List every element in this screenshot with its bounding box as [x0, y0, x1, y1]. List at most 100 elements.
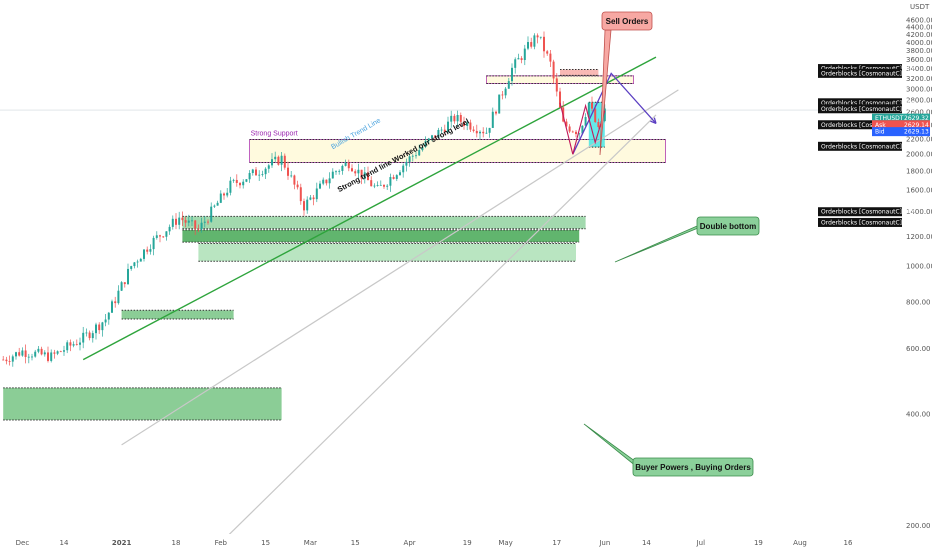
candle [235, 174, 238, 187]
price-tag-value: 2629.14 [904, 122, 929, 129]
candle-body [85, 332, 88, 334]
candle [63, 345, 65, 356]
candle [427, 137, 430, 144]
candle [459, 112, 462, 128]
candle-body [127, 268, 129, 285]
candle [475, 124, 478, 138]
y-tick-label: 1800.00 [906, 168, 932, 176]
y-tick-label: 2000.00 [906, 151, 932, 159]
candle-body [485, 132, 488, 134]
x-tick-label: May [498, 539, 512, 547]
candle [248, 170, 251, 183]
x-tick-label: 15 [351, 539, 360, 547]
candle [107, 311, 110, 325]
candle-body [82, 332, 85, 343]
y-tick-label: 3400.00 [906, 65, 932, 73]
double-bottom-callout: Double bottom [614, 216, 760, 263]
candle-body [440, 129, 443, 131]
candle-body [24, 350, 27, 357]
orderblock-tag-bg [818, 64, 902, 74]
candle-body [357, 169, 360, 174]
candle [472, 126, 475, 133]
candle-body [162, 236, 165, 238]
candle [469, 119, 472, 133]
candle [242, 179, 245, 189]
candle-body [8, 361, 11, 362]
candle-body [264, 168, 267, 175]
candle-body [34, 351, 37, 357]
candle-body [229, 180, 232, 193]
projection-path [572, 72, 657, 155]
candle [299, 183, 302, 205]
x-tick-label: 2021 [112, 539, 132, 547]
orderblock-tag-text: Orderblocks [CosmonautC]:Plot [821, 143, 916, 150]
y-tick-label: 4000.00 [906, 39, 932, 47]
candle-body [219, 193, 222, 203]
candle [303, 198, 305, 216]
candle [229, 176, 232, 196]
candle-body [456, 114, 459, 122]
candle-body [299, 187, 302, 202]
price-tag-bg [872, 113, 930, 123]
candle-body [530, 42, 533, 47]
candle-body [213, 205, 216, 207]
candle-body [392, 177, 395, 179]
candle [197, 224, 200, 232]
candle-body [395, 175, 398, 179]
y-tick-label: 800.00 [906, 299, 931, 307]
candle-body [597, 122, 600, 128]
candle-body [11, 356, 14, 362]
candle-body [427, 138, 430, 141]
candle-body [200, 222, 203, 230]
candle-body [5, 359, 8, 362]
candle-body [187, 220, 190, 223]
candle-body [194, 220, 197, 229]
orderblock-tag: Orderblocks [CosmonautC]:Plot [818, 141, 916, 151]
candle-body [63, 350, 65, 352]
candle-body [296, 184, 299, 188]
candle [5, 356, 8, 365]
zone-6 [3, 387, 282, 421]
price-tag-value: 2629.13 [904, 129, 929, 136]
candle-body [437, 129, 440, 138]
orderblock-tag-text: Orderblocks [CosmonautC]:Plot [821, 209, 916, 216]
candle-body [360, 169, 363, 179]
sell-orders-callout-text: Sell Orders [606, 17, 649, 26]
sell-orders-callout: Sell Orders [599, 11, 653, 156]
candle-body [424, 140, 427, 147]
candle [328, 172, 331, 189]
candle-body [533, 35, 536, 47]
candle [59, 350, 62, 353]
candle-body [155, 235, 158, 238]
candle-body [37, 348, 40, 352]
candle [405, 158, 408, 172]
x-tick-label: 18 [172, 539, 181, 547]
candle-body [267, 165, 270, 169]
candle [491, 107, 494, 128]
candle-body [181, 217, 184, 221]
candle-body [91, 333, 94, 339]
y-tick-label: 2200.00 [906, 135, 932, 143]
candle-body [287, 167, 289, 176]
candle-body [434, 135, 437, 138]
price-tag-bg [872, 120, 930, 130]
candle [155, 231, 158, 240]
candle [149, 244, 152, 255]
candle [27, 353, 30, 364]
candle-body [552, 61, 555, 79]
y-tick-label: 2600.00 [906, 108, 932, 116]
candle [239, 181, 241, 189]
orderblock-tag-bg [818, 141, 902, 151]
candle [306, 196, 309, 214]
candle [331, 168, 334, 179]
price-tag-2: Bid 2629.13 [872, 127, 930, 137]
candle-body [370, 180, 373, 187]
x-tick-label: Apr [404, 539, 416, 547]
candle [117, 285, 120, 305]
candle-body [315, 188, 318, 200]
candle [98, 322, 101, 334]
candle-body [565, 121, 568, 127]
candle [507, 77, 510, 89]
